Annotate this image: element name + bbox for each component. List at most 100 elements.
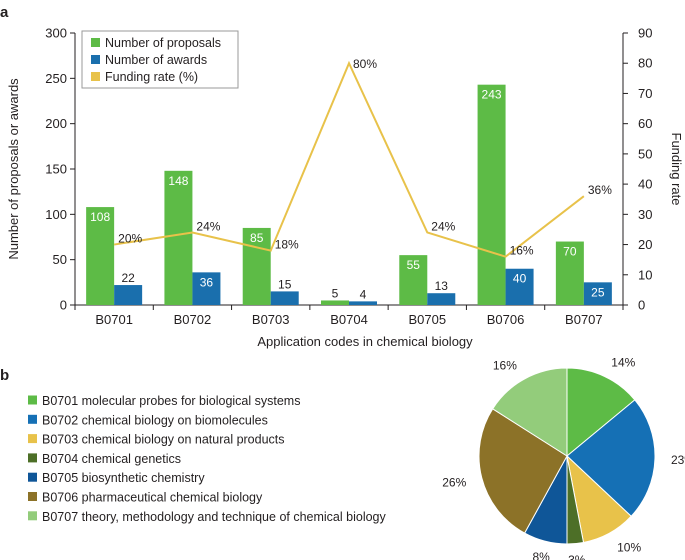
pie-legend-label: B0704 chemical genetics [42, 452, 181, 466]
panel-b-label: b [0, 367, 9, 384]
y-ticks: 0 50 100 150 200 250 300 [45, 26, 75, 313]
y2-tick-label: 20 [638, 237, 652, 252]
x-tick-label: B0707 [565, 312, 603, 327]
pie-value-label: 10% [617, 541, 641, 555]
pie-legend-swatch [28, 434, 37, 444]
bar-awards-B0707 [583, 282, 612, 305]
bar-proposals-B0704 [321, 300, 349, 305]
y2-tick-label: 30 [638, 207, 652, 222]
x-tick-label: B0705 [408, 312, 446, 327]
pie-value-label: 26% [442, 475, 466, 489]
bar-label-proposals: 108 [90, 210, 110, 224]
y2-tick-label: 10 [638, 267, 652, 282]
pie-legend-swatch [28, 472, 37, 482]
y2-axis-title: Funding rate [669, 133, 684, 206]
y2-tick-label: 80 [638, 56, 652, 71]
pie-legend-swatch [28, 453, 37, 463]
pie-slice [566, 367, 636, 458]
bar-label-proposals: 70 [563, 245, 577, 259]
y-tick-label: 50 [53, 252, 67, 267]
bar-awards-B0706 [505, 268, 534, 305]
y-tick-label: 200 [45, 116, 67, 131]
bars [86, 84, 612, 306]
pie-value-label: 23% [671, 453, 685, 467]
pie-value-label: 14% [611, 355, 635, 369]
y-tick-label: 150 [45, 162, 67, 177]
x-tick-label: B0702 [174, 312, 212, 327]
bar-label-proposals: 148 [168, 174, 188, 188]
x-tick-label: B0704 [330, 312, 368, 327]
y2-tick-label: 60 [638, 116, 652, 131]
legend-label-proposals: Number of proposals [105, 36, 221, 50]
pie-legend-label: B0705 biosynthetic chemistry [42, 471, 205, 485]
y-tick-label: 0 [60, 298, 67, 313]
pie-legend-label: B0702 chemical biology on biomolecules [42, 413, 268, 427]
bar-label-awards: 40 [513, 272, 527, 286]
x-tick-label: B0706 [487, 312, 525, 327]
y-tick-label: 300 [45, 26, 67, 41]
bar-chart: 0 50 100 150 200 250 300 0 10 20 30 40 50 60 70 80 90 B… [6, 26, 684, 350]
bar-proposals-B0707 [555, 241, 584, 305]
legend-box [81, 30, 239, 89]
bar-label-awards: 36 [200, 275, 214, 289]
funding-rate-label: 16% [510, 244, 534, 258]
pie-slice [492, 367, 568, 457]
y-tick-label: 250 [45, 71, 67, 86]
panel-a-label: a [0, 4, 9, 21]
bar-label-proposals: 243 [482, 88, 502, 102]
y-axis-title: Number of proposals or awards [6, 78, 21, 260]
pie-slice [566, 399, 656, 517]
legend-label-funding-rate: Funding rate (%) [105, 70, 198, 84]
funding-rate-label: 20% [118, 232, 142, 246]
y-tick-label: 100 [45, 207, 67, 222]
pie-value-label: 16% [493, 358, 517, 372]
x-tick-label: B0703 [252, 312, 290, 327]
y2-tick-label: 50 [638, 146, 652, 161]
pie-legend-label: B0703 chemical biology on natural produc… [42, 433, 285, 447]
x-ticks: B0701 B0702 B0703 B0704 B0705 B0706 B0707 [74, 305, 624, 327]
y2-tick-label: 90 [638, 26, 652, 41]
y2-tick-label: 0 [638, 298, 645, 313]
pie-legend-swatch [28, 492, 37, 501]
pie-legend-swatch [28, 395, 37, 405]
bar-legend: Number of proposals Number of awards Fun… [81, 30, 239, 89]
pie-legend-swatch [28, 414, 37, 424]
bar-label-awards: 13 [435, 279, 449, 293]
legend-label-awards: Number of awards [105, 53, 207, 67]
bar-label-proposals: 5 [332, 286, 339, 300]
bar-label-awards: 15 [278, 277, 292, 291]
bar-awards-B0704 [349, 301, 377, 305]
y2-tick-label: 70 [638, 86, 652, 101]
funding-rate-label: 36% [588, 183, 612, 197]
pie-value-label: 8% [532, 550, 550, 560]
legend-swatch-awards [91, 55, 100, 64]
bar-awards-B0702 [192, 272, 221, 305]
funding-rate-label: 24% [431, 219, 455, 233]
funding-rate-line: 20% 24% 18% 80% 24% 16% 36% [113, 57, 612, 258]
bar-proposals-B0705 [399, 255, 428, 305]
bar-labels: 108 22 148 36 85 15 5 4 55 13 243 40 70 25 [90, 88, 605, 302]
pie-legend-label: B0707 theory, methodology and technique … [42, 510, 386, 524]
x-tick-label: B0701 [95, 312, 133, 327]
funding-rate-label: 24% [196, 219, 220, 233]
y2-ticks: 0 10 20 30 40 50 60 70 80 90 [623, 26, 652, 313]
funding-rate-label: 18% [275, 238, 299, 252]
funding-rate-label: 80% [353, 57, 377, 71]
pie-legend: B0701 molecular probes for biological sy… [28, 394, 386, 524]
bar-label-awards: 22 [121, 271, 135, 285]
bar-label-awards: 4 [360, 287, 367, 301]
pie-slice [478, 408, 568, 534]
bar-proposals-B0703 [242, 227, 271, 305]
bar-proposals-B0701 [86, 207, 115, 305]
bar-label-proposals: 55 [407, 258, 421, 272]
bar-proposals-B0702 [164, 170, 193, 305]
legend-swatch-funding-rate [91, 72, 100, 81]
y2-tick-label: 40 [638, 177, 652, 192]
x-axis-title: Application codes in chemical biology [257, 334, 473, 349]
pie-chart: 14% 23% 10% 3% 8% 26% 16% [442, 355, 685, 560]
bar-awards-B0705 [427, 293, 456, 305]
bar-label-proposals: 85 [250, 231, 264, 245]
pie-legend-swatch [28, 511, 37, 521]
legend-swatch-proposals [91, 38, 100, 47]
